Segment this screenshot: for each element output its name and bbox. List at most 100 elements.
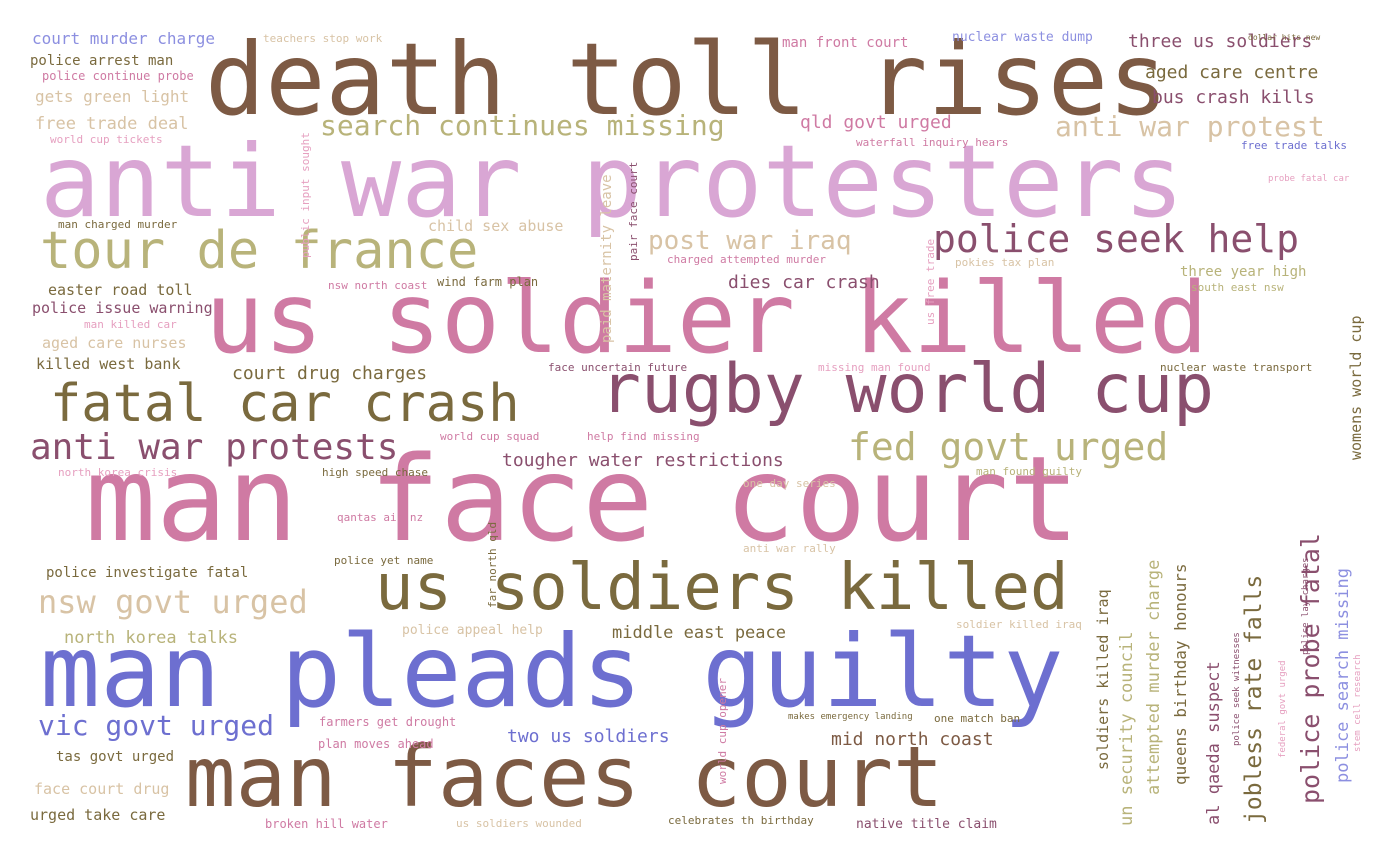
word-rugby-world-cup: rugby world cup	[600, 350, 1215, 429]
word-death-toll-rises: death toll rises	[205, 21, 1169, 138]
word-far-north-qld: far north qld	[486, 521, 499, 608]
word-bus-crash-kills: bus crash kills	[1152, 87, 1315, 108]
word-qantas-air-nz: qantas air nz	[337, 511, 424, 524]
word-wind-farm-plan: wind farm plan	[437, 275, 539, 289]
word-child-sex-abuse: child sex abuse	[428, 217, 564, 235]
word-man-found-guilty: man found guilty	[976, 465, 1082, 478]
word-attempted-murder-charge: attempted murder charge	[1144, 559, 1164, 795]
word-man-charged-murder: man charged murder	[58, 218, 178, 231]
word-police-lay-charges: police lay charges	[1301, 557, 1311, 655]
word-police-seek-help: police seek help	[933, 217, 1300, 261]
word-police-appeal-help: police appeal help	[402, 623, 543, 638]
word-easter-road-toll: easter road toll	[48, 281, 193, 299]
word-nsw-north-coast: nsw north coast	[328, 279, 428, 292]
word-paid-maternity-leave: paid maternity leave	[599, 174, 615, 343]
word-mid-north-coast: mid north coast	[831, 729, 994, 750]
word-soldier-killed-iraq: soldier killed iraq	[956, 618, 1082, 631]
word-stem-cell-research: stem cell research	[1353, 654, 1363, 752]
word-help-find-missing: help find missing	[587, 430, 700, 443]
word-us-free-trade: us free trade	[924, 238, 937, 325]
word-killed-west-bank: killed west bank	[36, 355, 181, 373]
word-tas-govt-urged: tas govt urged	[56, 749, 175, 765]
word-post-war-iraq: post war iraq	[648, 226, 852, 256]
word-three-us-soldiers: three us soldiers	[1128, 31, 1313, 52]
word-nuclear-waste-transport: nuclear waste transport	[1160, 361, 1313, 374]
word-world-cup-opener: world cup opener	[716, 678, 729, 784]
word-soldiers-killed-iraq: soldiers killed iraq	[1094, 589, 1112, 770]
word-dollar-hits-new: dollar hits new	[1248, 33, 1321, 42]
word-one-match-ban: one match ban	[934, 712, 1021, 725]
word-man-face-court: man face court	[85, 430, 1080, 568]
word-native-title-claim: native title claim	[856, 817, 997, 832]
word-police-search-missing: police search missing	[1333, 568, 1353, 783]
word-face-court-drug: face court drug	[34, 780, 170, 798]
word-three-year-high: three year high	[1180, 264, 1307, 280]
word-plan-moves-ahead: plan moves ahead	[318, 737, 434, 751]
word-free-trade-deal: free trade deal	[35, 114, 189, 134]
word-public-input-sought: public input sought	[299, 132, 312, 258]
word-urged-take-care: urged take care	[30, 806, 166, 824]
word-search-continues-missing: search continues missing	[320, 109, 725, 142]
word-us-soldiers-wounded: us soldiers wounded	[456, 817, 582, 830]
word-qld-govt-urged: qld govt urged	[800, 112, 952, 133]
word-gets-green-light: gets green light	[35, 87, 190, 106]
word-womens-world-cup: womens world cup	[1347, 315, 1365, 461]
word-south-east-nsw: south east nsw	[1191, 281, 1284, 294]
word-celebrates-th-birthday: celebrates th birthday	[668, 814, 814, 827]
word-us-soldiers-killed: us soldiers killed	[375, 551, 1069, 625]
word-aged-care-nurses: aged care nurses	[42, 334, 187, 352]
word-police-yet-name: police yet name	[334, 554, 434, 567]
word-anti-war-protest: anti war protest	[1055, 110, 1325, 143]
word-tour-de-france: tour de france	[40, 221, 479, 281]
word-farmers-get-drought: farmers get drought	[319, 715, 457, 729]
word-aged-care-centre: aged care centre	[1145, 62, 1319, 83]
word-face-uncertain-future: face uncertain future	[548, 361, 688, 374]
word-us-soldier-killed: us soldier killed	[205, 262, 1209, 376]
word-police-issue-warning: police issue warning	[32, 299, 213, 317]
word-world-cup-tickets: world cup tickets	[50, 133, 163, 146]
word-pokies-tax-plan: pokies tax plan	[955, 256, 1055, 269]
word-missing-man-found: missing man found	[818, 361, 931, 374]
word-fatal-car-crash: fatal car crash	[50, 374, 520, 434]
word-police-investigate-fatal: police investigate fatal	[46, 565, 249, 581]
word-free-trade-talks: free trade talks	[1241, 139, 1347, 152]
word-waterfall-inquiry-hears: waterfall inquiry hears	[856, 136, 1009, 149]
word-court-drug-charges: court drug charges	[232, 363, 428, 384]
word-world-cup-squad: world cup squad	[440, 430, 540, 443]
word-tougher-water-restrictions: tougher water restrictions	[502, 450, 784, 471]
word-man-killed-car: man killed car	[84, 318, 177, 331]
word-middle-east-peace: middle east peace	[612, 623, 786, 643]
word-police-seek-witnesses: police seek witnesses	[1232, 632, 1242, 746]
word-anti-war-rally: anti war rally	[743, 542, 836, 555]
word-one-day-series: one day series	[743, 477, 836, 490]
word-queens-birthday-honours: queens birthday honours	[1171, 563, 1190, 785]
word-un-security-council: un security council	[1117, 631, 1137, 826]
word-court-murder-charge: court murder charge	[32, 29, 216, 48]
word-high-speed-chase: high speed chase	[322, 466, 428, 479]
word-anti-war-protesters: anti war protesters	[40, 123, 1184, 240]
word-anti-war-protests: anti war protests	[30, 427, 399, 468]
word-probe-fatal-car: probe fatal car	[1268, 174, 1350, 184]
word-teachers-stop-work: teachers stop work	[263, 32, 383, 45]
word-police-continue-probe: police continue probe	[42, 69, 194, 83]
word-man-faces-court: man faces court	[185, 728, 944, 826]
word-two-us-soldiers: two us soldiers	[507, 726, 670, 747]
word-north-korea-crisis: north korea crisis	[58, 466, 178, 479]
word-federal-govt-urged: federal govt urged	[1278, 660, 1288, 758]
word-jobless-rate-falls: jobless rate falls	[1241, 574, 1267, 824]
word-pair-face-court: pair face court	[627, 161, 640, 261]
word-nuclear-waste-dump: nuclear waste dump	[952, 30, 1093, 45]
word-vic-govt-urged: vic govt urged	[38, 709, 275, 742]
word-fed-govt-urged: fed govt urged	[848, 425, 1169, 469]
word-nsw-govt-urged: nsw govt urged	[38, 583, 308, 621]
word-broken-hill-water: broken hill water	[265, 817, 388, 831]
word-charged-attempted-murder: charged attempted murder	[667, 253, 826, 266]
word-man-front-court: man front court	[782, 35, 909, 51]
word-dies-car-crash: dies car crash	[728, 272, 880, 293]
word-man-pleads-guilty: man pleads guilty	[40, 613, 1064, 730]
word-makes-emergency-landing: makes emergency landing	[788, 712, 913, 722]
word-al-qaeda-suspect: al qaeda suspect	[1204, 661, 1224, 825]
word-police-arrest-man: police arrest man	[30, 53, 174, 69]
word-north-korea-talks: north korea talks	[64, 628, 238, 648]
